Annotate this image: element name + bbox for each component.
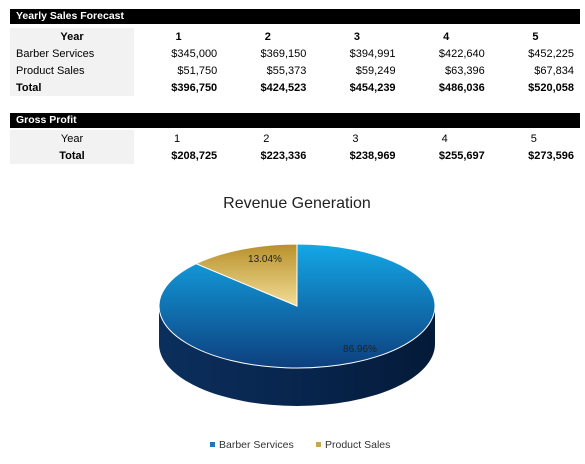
cell: $454,239: [349, 81, 396, 94]
pie-side-wall: [159, 306, 435, 406]
table-row: Product Sales $51,750 $55,373 $59,249 $6…: [10, 62, 580, 79]
gp-header-5: 5: [530, 132, 537, 145]
forecast-title: Yearly Sales Forecast: [16, 10, 124, 22]
gross-profit-table: Year 1 2 3 4 5 Total $208,725 $223,336 $…: [10, 130, 580, 164]
row-label: Total: [10, 147, 134, 164]
table-row-total: Total $208,725 $223,336 $238,969 $255,69…: [10, 147, 580, 164]
pie-slice-product-sales: [194, 243, 298, 307]
cell: $255,697: [438, 149, 485, 162]
forecast-header-4: 4: [443, 30, 450, 43]
forecast-header-1: 1: [175, 30, 182, 43]
pie-data-label: 13.04%: [248, 254, 282, 265]
forecast-header-year: Year: [10, 28, 134, 45]
cell: $67,834: [534, 64, 574, 77]
gross-profit-title-bar: Gross Profit: [10, 113, 580, 128]
table-row: Barber Services $345,000 $369,150 $394,9…: [10, 45, 580, 62]
legend-label: Barber Services: [219, 439, 294, 451]
cell: $369,150: [260, 47, 307, 60]
forecast-header-3: 3: [353, 30, 361, 43]
cell: $486,036: [438, 81, 485, 94]
chart-title: Revenue Generation: [223, 195, 371, 212]
gp-header-4: 4: [441, 132, 448, 145]
cell: $238,969: [349, 149, 396, 162]
forecast-table: Year 1 2 3 4 5 Barber Services $345,000 …: [10, 28, 580, 96]
cell: $424,523: [260, 81, 307, 94]
cell: $51,750: [177, 64, 218, 77]
gross-profit-header-row: Year 1 2 3 4 5: [10, 130, 580, 147]
cell: $345,000: [171, 47, 218, 60]
table-row-total: Total $396,750 $424,523 $454,239 $486,03…: [10, 79, 580, 96]
cell: $396,750: [171, 81, 218, 94]
cell: $520,058: [528, 81, 574, 94]
cell: $55,373: [266, 64, 307, 77]
cell: $394,991: [349, 47, 396, 60]
cell: $273,596: [528, 149, 574, 162]
legend-swatch: [210, 442, 215, 447]
row-label: Barber Services: [10, 45, 134, 62]
legend-label: Product Sales: [325, 439, 390, 451]
cell: $59,249: [355, 64, 396, 77]
legend-swatch: [316, 442, 321, 447]
cell: $422,640: [438, 47, 485, 60]
cell: $452,225: [528, 47, 574, 60]
forecast-header-5: 5: [532, 30, 539, 43]
cell: $223,336: [260, 149, 307, 162]
gp-header-year: Year: [10, 130, 134, 147]
gross-profit-title: Gross Profit: [16, 114, 77, 126]
pie-data-label: 86.96%: [343, 344, 377, 355]
row-label: Total: [10, 79, 134, 96]
forecast-header-row: Year 1 2 3 4 5: [10, 28, 580, 45]
cell: $63,396: [444, 64, 485, 77]
forecast-title-bar: Yearly Sales Forecast: [10, 9, 580, 24]
gp-header-2: 2: [263, 132, 270, 145]
forecast-header-2: 2: [264, 30, 271, 43]
row-label: Product Sales: [10, 62, 134, 79]
gp-header-1: 1: [174, 132, 181, 145]
gp-header-3: 3: [352, 132, 359, 145]
revenue-pie-chart: Revenue Generation 86.96% 13.04% Barber S…: [158, 195, 436, 451]
cell: $208,725: [171, 149, 218, 162]
